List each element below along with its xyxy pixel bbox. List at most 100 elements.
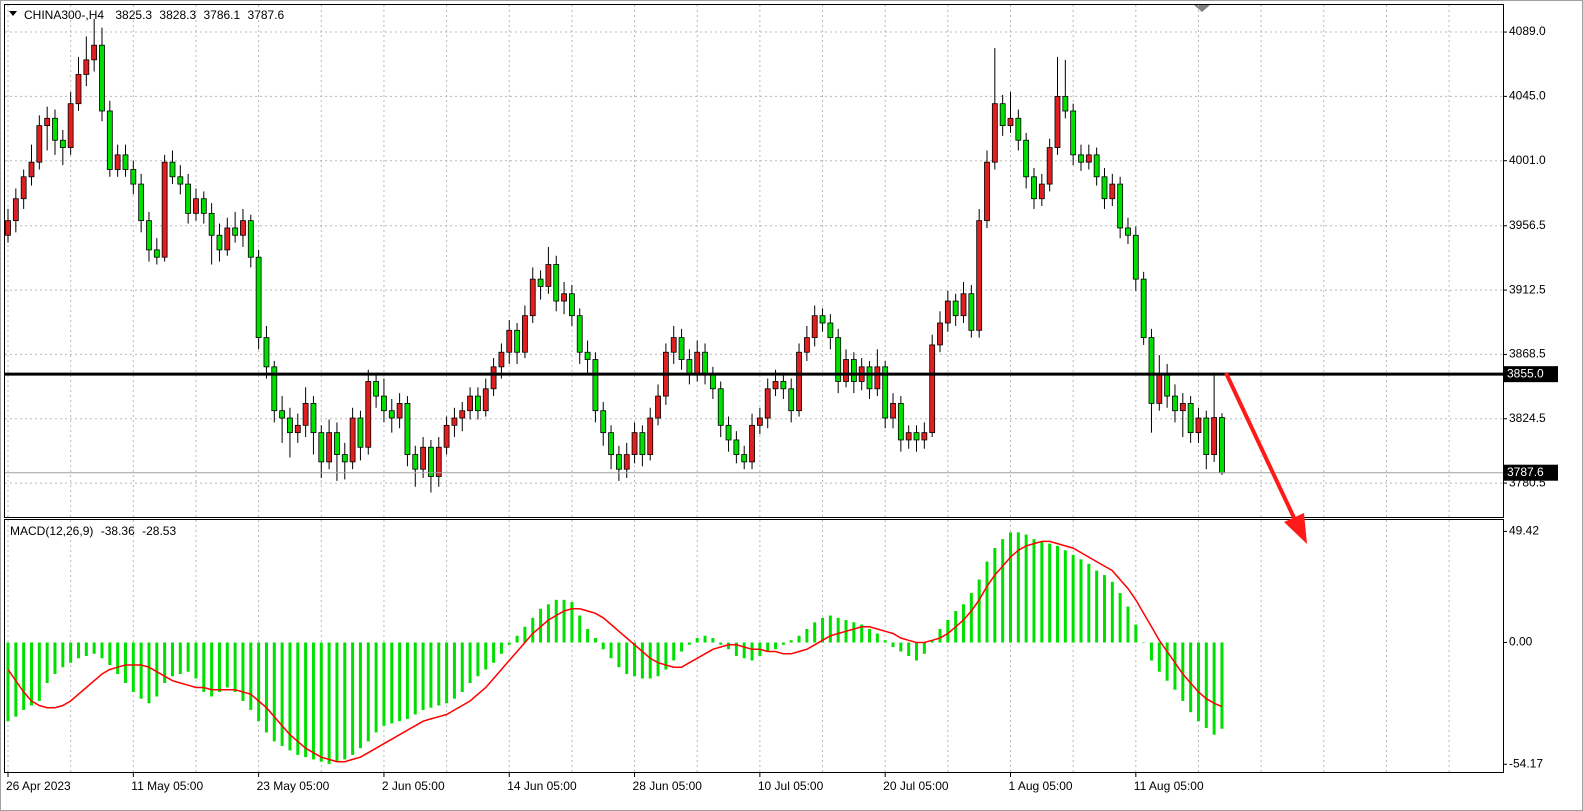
candle-body [937, 322, 943, 346]
macd-bar [1110, 581, 1114, 643]
y-tick-label: 4045.0 [1509, 89, 1546, 103]
x-tick-label: 28 Jun 05:00 [633, 779, 703, 793]
candle-body [12, 198, 19, 222]
macd-bar [6, 642, 10, 722]
candle-body [255, 256, 262, 339]
macd-bar [1142, 642, 1146, 644]
macd-bar [523, 626, 527, 643]
candle-body [819, 315, 826, 324]
candle-body [1085, 154, 1092, 163]
macd-bar [1196, 642, 1200, 722]
y-tick-label: 3824.5 [1509, 411, 1546, 425]
macd-bar [1016, 532, 1020, 643]
macd-bar [546, 604, 550, 643]
candle-body [897, 403, 904, 441]
macd-bar [719, 642, 723, 645]
candle-body [764, 388, 771, 419]
candle-body [357, 417, 364, 448]
candle-body [1211, 417, 1218, 455]
macd-bar [828, 615, 832, 643]
candle-body [240, 220, 246, 236]
candle-body [600, 410, 607, 434]
candle-body [905, 432, 912, 441]
candle-body [709, 373, 716, 390]
candle-body [247, 220, 254, 258]
macd-bar [640, 642, 644, 679]
candle-body [749, 424, 755, 463]
macd-bar [742, 642, 746, 659]
candle-body [498, 351, 505, 368]
macd-bar [1071, 554, 1075, 643]
level-label-box [1504, 366, 1558, 383]
candle-body [420, 446, 426, 470]
candle-body [1117, 183, 1124, 229]
y-tick-label: 0.00 [1509, 635, 1533, 649]
macd-bar [570, 602, 574, 643]
candle-body [803, 337, 810, 353]
macd-bar [445, 642, 449, 704]
macd-bar [1149, 642, 1153, 661]
macd-bar [366, 642, 370, 742]
macd-bar [280, 642, 284, 746]
low-value: 3786.1 [203, 8, 240, 22]
signal-line [7, 540, 1223, 763]
candle-body [592, 359, 599, 412]
macd-bar [633, 642, 637, 677]
macd-bar [468, 642, 472, 683]
macd-bar [257, 642, 261, 722]
macd-bar [264, 642, 268, 733]
macd-bar [875, 633, 879, 643]
macd-bar [938, 629, 942, 643]
macd-bar [382, 642, 386, 726]
macd-bar [962, 604, 966, 643]
macd-bar [147, 642, 151, 704]
candle-body [341, 454, 348, 463]
candle-body [1179, 403, 1186, 412]
price-label-box [1504, 464, 1558, 481]
candle-body [944, 300, 951, 324]
macd-bar [1095, 570, 1099, 643]
macd-title: MACD(12,26,9) [10, 524, 93, 538]
candle-body [537, 278, 544, 287]
menu-triangle [9, 11, 17, 16]
candle-body [561, 293, 567, 302]
macd-bar [813, 622, 817, 643]
macd-bar [687, 642, 691, 645]
macd-bar [452, 642, 456, 699]
macd-bar [672, 642, 676, 661]
macd-bar [1220, 642, 1224, 729]
candle-body [639, 432, 646, 455]
macd-bar [272, 642, 276, 742]
macd-bar [241, 642, 245, 701]
macd-bar [891, 642, 895, 648]
candle-body [263, 337, 270, 368]
candle-body [913, 432, 920, 441]
candle-body [224, 227, 231, 251]
candle-body [153, 249, 160, 258]
macd-bar [860, 624, 864, 643]
candle-body [396, 403, 403, 419]
macd-bar [625, 642, 629, 674]
candle-body [373, 381, 380, 397]
macd-header: MACD(12,26,9) -38.36 -28.53 [10, 524, 176, 538]
candle-body [1164, 373, 1171, 397]
candle-body [412, 454, 419, 470]
candle-body [44, 117, 51, 127]
y-tick-label: 4089.0 [1509, 24, 1546, 38]
candle-body [435, 446, 442, 477]
macd-bar [131, 642, 135, 692]
candle-body [208, 212, 215, 236]
candle-body [146, 220, 152, 251]
candle-body [467, 395, 473, 412]
candle-body [404, 403, 411, 455]
macd-bar [210, 642, 214, 697]
candle-body [960, 293, 967, 317]
macd-bar [695, 638, 699, 643]
macd-bar [319, 642, 323, 762]
candle-body [1132, 234, 1139, 280]
candle-body [545, 264, 552, 287]
y-tick-label: 3868.5 [1509, 347, 1546, 361]
macd-bar [562, 599, 566, 643]
high-value: 3828.3 [159, 8, 196, 22]
candle-body [52, 117, 58, 141]
